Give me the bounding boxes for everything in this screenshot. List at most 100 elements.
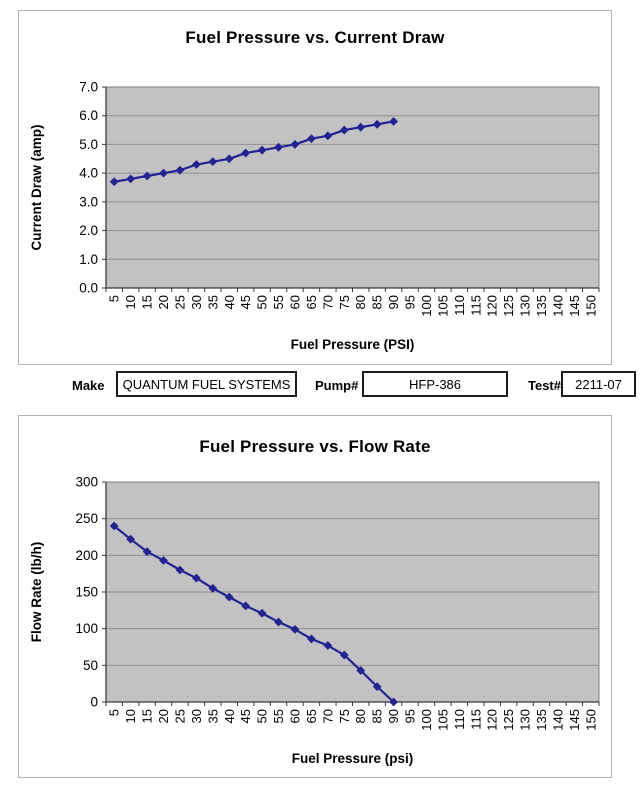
y-tick-label: 300: [75, 475, 98, 490]
data-point-marker: [356, 666, 366, 675]
x-tick-label: 35: [205, 295, 220, 309]
make-label: Make: [72, 378, 105, 393]
data-point-marker: [241, 148, 251, 158]
data-point-marker: [142, 547, 152, 557]
x-tick-label: 45: [238, 295, 253, 309]
current-draw-chart-plot: 7.0 6.0 5.0 4.0 3.0 2.0 1.0 0.0 5 10 15 20 25 30 35 40 4…: [29, 80, 600, 352]
x-tick-label: 5: [107, 709, 122, 716]
x-tick-label: 85: [370, 295, 385, 309]
y-tick-label: 2.0: [79, 223, 98, 238]
y-axis-title: Flow Rate (lb/h): [29, 542, 44, 643]
data-point-marker: [208, 583, 218, 593]
x-tick-label: 110: [452, 709, 467, 730]
data-point-marker: [372, 682, 382, 691]
flow-rate-chart-title: Fuel Pressure vs. Flow Rate: [199, 437, 431, 456]
y-tick-label: 200: [75, 548, 98, 563]
x-tick-label: 10: [123, 295, 138, 309]
data-point-marker: [257, 145, 267, 155]
x-tick-label: 80: [353, 295, 368, 309]
x-tick-label: 15: [140, 295, 155, 309]
x-tick-label: 90: [386, 709, 401, 723]
data-point-marker: [290, 625, 300, 634]
y-tick-label: 100: [75, 621, 98, 636]
x-axis-title: Fuel Pressure (PSI): [291, 337, 415, 352]
x-tick-label: 135: [534, 709, 549, 731]
make-field[interactable]: QUANTUM FUEL SYSTEMS: [116, 371, 297, 397]
data-point-marker: [274, 617, 283, 627]
test-number-value: 2211-07: [575, 376, 622, 392]
y-tick-label: 250: [75, 511, 98, 526]
data-point-marker: [323, 131, 333, 141]
data-point-marker: [159, 168, 168, 178]
x-tick-label: 80: [353, 709, 368, 723]
x-tick-label: 45: [238, 709, 253, 723]
x-tick-label: 25: [172, 709, 187, 723]
x-tick-label: 100: [419, 709, 434, 731]
y-tick-label: 1.0: [79, 252, 98, 267]
x-tick-label: 145: [567, 709, 582, 731]
data-point-marker: [191, 573, 201, 583]
x-tick-label: 60: [287, 709, 302, 723]
x-tick-label: 135: [534, 295, 549, 317]
pump-number-value: HFP-386: [408, 376, 462, 392]
x-tick-label: 105: [435, 709, 450, 731]
data-point-marker: [109, 521, 119, 531]
x-tick-label: 85: [370, 709, 385, 723]
flow-rate-chart-card: Fuel Pressure vs. Flow Rate 300 250 200 150…: [18, 415, 612, 778]
test-number-label: Test#: [528, 378, 561, 393]
data-point-marker: [241, 601, 251, 611]
x-tick-label: 50: [255, 709, 270, 723]
pump-number-field[interactable]: HFP-386: [362, 371, 508, 397]
x-tick-label: 70: [320, 295, 335, 309]
x-tick-label: 20: [156, 295, 171, 309]
x-tick-label: 60: [287, 295, 302, 309]
y-tick-label: 3.0: [79, 194, 98, 209]
y-tick-label: 5.0: [79, 137, 98, 152]
x-tick-label: 125: [501, 709, 516, 731]
x-tick-label: 65: [304, 295, 319, 309]
x-tick-label: 130: [518, 709, 533, 731]
x-tick-label: 150: [583, 295, 598, 317]
x-tick-label: 95: [403, 295, 418, 309]
data-point-marker: [126, 534, 136, 544]
make-value: QUANTUM FUEL SYSTEMS: [122, 376, 291, 392]
data-point-marker: [389, 697, 398, 707]
x-tick-label: 40: [222, 295, 237, 309]
x-tick-label: 115: [468, 709, 483, 730]
x-tick-label: 145: [567, 295, 582, 317]
x-tick-label: 65: [304, 709, 319, 723]
x-tick-label: 140: [550, 709, 565, 731]
current-draw-chart-title: Fuel Pressure vs. Current Draw: [185, 28, 445, 47]
test-number-field[interactable]: 2211-07: [561, 371, 636, 397]
x-tick-label: 55: [271, 709, 286, 723]
x-tick-label: 10: [123, 709, 138, 723]
x-tick-label: 120: [485, 709, 500, 731]
x-tick-label: 5: [107, 295, 122, 302]
data-point-marker: [109, 177, 119, 187]
y-tick-label: 6.0: [79, 108, 98, 123]
x-tick-label: 110: [452, 295, 467, 316]
x-tick-label: 150: [583, 709, 598, 731]
x-tick-label: 100: [419, 295, 434, 317]
data-point-marker: [159, 556, 168, 565]
x-tick-label: 30: [189, 709, 204, 723]
x-tick-label: 15: [140, 709, 155, 723]
data-point-marker: [307, 634, 316, 644]
y-tick-label: 50: [83, 658, 98, 673]
x-tick-label: 120: [485, 295, 500, 317]
x-tick-label: 90: [386, 295, 401, 309]
x-tick-label: 105: [435, 295, 450, 317]
x-tick-label: 25: [172, 295, 187, 309]
data-point-marker: [126, 174, 136, 184]
x-axis-title: Fuel Pressure (psi): [292, 751, 414, 766]
data-point-marker: [257, 608, 267, 618]
data-point-marker: [175, 565, 185, 575]
data-point-marker: [356, 122, 366, 132]
data-point-marker: [142, 171, 152, 181]
x-tick-label: 55: [271, 295, 286, 309]
x-tick-label: 130: [518, 295, 533, 317]
plot-area: [105, 86, 600, 289]
data-point-marker: [372, 119, 382, 129]
